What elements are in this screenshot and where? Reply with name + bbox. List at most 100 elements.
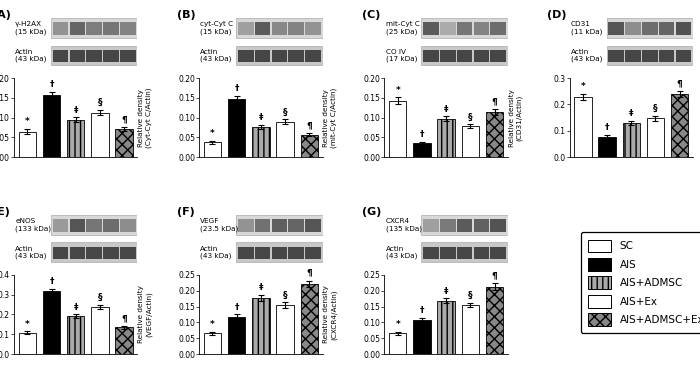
- Text: *: *: [210, 320, 215, 329]
- Bar: [457, 22, 473, 35]
- Text: *: *: [25, 319, 29, 328]
- Bar: [255, 22, 270, 35]
- Bar: [43, 95, 60, 157]
- Bar: [438, 301, 455, 354]
- Text: (D): (D): [547, 11, 567, 20]
- Bar: [116, 129, 133, 157]
- Bar: [305, 22, 321, 35]
- Bar: [413, 143, 430, 157]
- Bar: [272, 219, 287, 232]
- Bar: [272, 22, 287, 35]
- Bar: [236, 215, 323, 235]
- Text: ¶: ¶: [677, 79, 682, 88]
- Bar: [53, 50, 69, 62]
- Bar: [67, 120, 85, 157]
- Bar: [457, 247, 473, 259]
- Bar: [440, 219, 456, 232]
- Bar: [491, 50, 506, 62]
- Bar: [120, 50, 136, 62]
- Bar: [474, 219, 489, 232]
- Bar: [87, 219, 102, 232]
- Text: (E): (E): [0, 207, 10, 217]
- Bar: [91, 112, 108, 157]
- Bar: [104, 50, 119, 62]
- Bar: [440, 22, 456, 35]
- Text: Actin
(43 kDa): Actin (43 kDa): [386, 246, 417, 259]
- Bar: [255, 219, 270, 232]
- Text: *: *: [25, 118, 29, 126]
- Y-axis label: Relative density
(Cyt-Cyt C/Actin): Relative density (Cyt-Cyt C/Actin): [139, 87, 153, 148]
- Y-axis label: Relative density
(VEGF/Actin): Relative density (VEGF/Actin): [139, 285, 153, 343]
- Text: CXCR4
(135 kDa): CXCR4 (135 kDa): [386, 218, 421, 232]
- Text: ‡: ‡: [259, 283, 263, 292]
- Text: ‡: ‡: [74, 105, 78, 115]
- Bar: [236, 242, 323, 262]
- Bar: [671, 94, 688, 157]
- Bar: [87, 247, 102, 259]
- Bar: [70, 50, 85, 62]
- Text: VEGF
(23.5 kDa): VEGF (23.5 kDa): [200, 218, 239, 232]
- Bar: [474, 247, 489, 259]
- Bar: [486, 287, 503, 354]
- Bar: [574, 97, 592, 157]
- Text: †: †: [234, 303, 239, 312]
- Bar: [474, 50, 489, 62]
- Text: *: *: [580, 82, 585, 91]
- Bar: [305, 247, 321, 259]
- Bar: [120, 219, 136, 232]
- Text: §: §: [468, 113, 472, 122]
- Text: ¶: ¶: [307, 269, 312, 278]
- Bar: [252, 127, 270, 157]
- Bar: [19, 131, 36, 157]
- Bar: [276, 122, 294, 157]
- Text: †: †: [49, 277, 54, 286]
- Text: Actin
(43 kDa): Actin (43 kDa): [15, 49, 47, 62]
- Bar: [116, 327, 133, 354]
- Text: Actin
(43 kDa): Actin (43 kDa): [200, 246, 232, 259]
- Text: mit-Cyt C
(25 kDa): mit-Cyt C (25 kDa): [386, 21, 419, 35]
- Bar: [87, 22, 102, 35]
- Bar: [272, 50, 287, 62]
- Bar: [676, 50, 691, 62]
- Bar: [70, 247, 85, 259]
- Bar: [19, 333, 36, 354]
- Bar: [608, 22, 624, 35]
- Text: CO IV
(17 kDa): CO IV (17 kDa): [386, 49, 417, 62]
- Bar: [457, 219, 473, 232]
- Text: Actin
(43 kDa): Actin (43 kDa): [200, 49, 232, 62]
- Bar: [440, 247, 456, 259]
- Bar: [288, 219, 304, 232]
- Bar: [461, 126, 479, 157]
- Bar: [51, 215, 137, 235]
- Text: *: *: [395, 320, 400, 329]
- Bar: [51, 46, 137, 65]
- Bar: [228, 99, 246, 157]
- Text: §: §: [283, 291, 288, 300]
- Text: (F): (F): [177, 207, 195, 217]
- Bar: [491, 247, 506, 259]
- Bar: [120, 22, 136, 35]
- Bar: [67, 316, 85, 354]
- Bar: [276, 305, 294, 354]
- Bar: [238, 219, 253, 232]
- Text: CD31
(11 kDa): CD31 (11 kDa): [570, 21, 602, 35]
- Bar: [288, 50, 304, 62]
- Text: ¶: ¶: [121, 314, 127, 323]
- Bar: [491, 22, 506, 35]
- Text: †: †: [419, 306, 424, 315]
- Bar: [104, 219, 119, 232]
- Bar: [272, 247, 287, 259]
- Text: Actin
(43 kDa): Actin (43 kDa): [570, 49, 602, 62]
- Text: (G): (G): [362, 207, 382, 217]
- Bar: [53, 22, 69, 35]
- Text: cyt-Cyt C
(15 kDa): cyt-Cyt C (15 kDa): [200, 21, 234, 35]
- Text: †: †: [419, 130, 424, 139]
- Bar: [238, 50, 253, 62]
- Bar: [622, 123, 640, 157]
- Bar: [70, 22, 85, 35]
- Bar: [421, 242, 508, 262]
- Bar: [421, 215, 508, 235]
- Bar: [236, 46, 323, 65]
- Text: ¶: ¶: [121, 115, 127, 124]
- Bar: [424, 50, 439, 62]
